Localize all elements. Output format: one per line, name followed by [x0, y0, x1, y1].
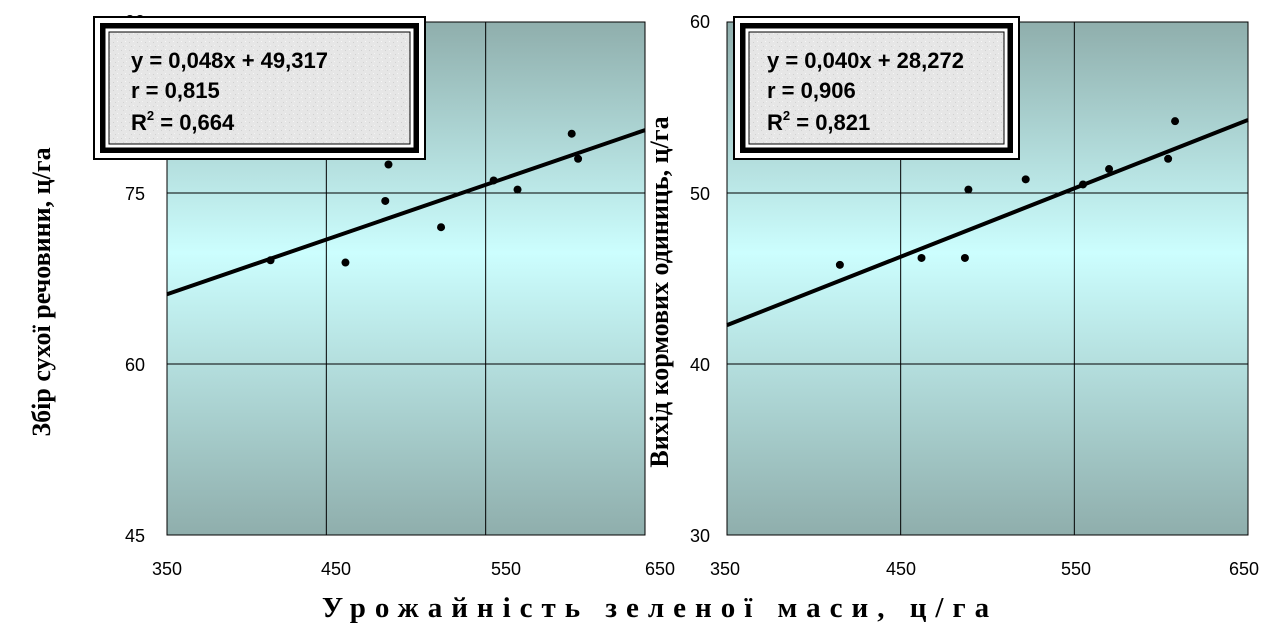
x-tick-1-550: 550	[491, 559, 521, 579]
equation-r2-2: R2 = 0,821	[767, 108, 870, 135]
y-tick-1-75: 75	[125, 184, 145, 204]
x-tick-2-550: 550	[1061, 559, 1091, 579]
x-tick-2-650: 650	[1229, 559, 1259, 579]
data-point	[381, 196, 390, 205]
data-point	[1079, 180, 1088, 189]
trendline-2	[726, 118, 1249, 328]
equation-r2-1: R2 = 0,664	[131, 108, 235, 135]
chart-dry-matter: 90 75 60 45 350 450 550 650 Збір сухої р…	[27, 12, 675, 579]
equation-line-2: y = 0,040x + 28,272	[767, 48, 964, 73]
data-point	[384, 160, 393, 169]
equation-box-1: y = 0,048x + 49,317 r = 0,815 R2 = 0,664	[93, 16, 426, 160]
data-point	[341, 258, 350, 267]
chart-feed-units: 60 50 40 30 350 450 550 650 Вихід кормов…	[645, 12, 1259, 579]
y-tick-2-40: 40	[690, 355, 710, 375]
y-tick-1-45: 45	[125, 526, 145, 546]
x-tick-1-350: 350	[152, 559, 182, 579]
trendline-1	[166, 128, 646, 297]
y-axis-label-2: Вихід кормових одиниць, ц/га	[645, 116, 674, 467]
y-tick-2-30: 30	[690, 526, 710, 546]
x-tick-1-450: 450	[321, 559, 351, 579]
points-2	[835, 117, 1180, 269]
data-point	[574, 154, 583, 163]
data-point	[960, 253, 969, 262]
data-point	[1021, 175, 1030, 184]
equation-line-1: y = 0,048x + 49,317	[131, 48, 328, 73]
x-axis-label: Урожайність зеленої маси, ц/га	[322, 592, 998, 624]
x-tick-2-450: 450	[886, 559, 916, 579]
data-point	[1171, 117, 1180, 126]
data-point	[437, 223, 446, 232]
x-tick-2-350: 350	[710, 559, 740, 579]
data-point	[835, 260, 844, 269]
x-tick-1-650: 650	[645, 559, 675, 579]
y-axis-label-1: Збір сухої речовини, ц/га	[27, 147, 56, 436]
equation-r-2: r = 0,906	[767, 78, 856, 103]
data-point	[266, 256, 275, 265]
points-1	[266, 129, 583, 267]
data-point	[513, 185, 522, 194]
y-tick-2-50: 50	[690, 184, 710, 204]
data-point	[1105, 165, 1114, 174]
data-point	[1164, 154, 1173, 163]
data-point	[964, 185, 973, 194]
equation-box-2: y = 0,040x + 28,272 r = 0,906 R2 = 0,821	[733, 16, 1020, 160]
y-tick-1-60: 60	[125, 355, 145, 375]
y-tick-2-60: 60	[690, 12, 710, 32]
data-point	[489, 176, 498, 185]
data-point	[567, 129, 576, 138]
data-point	[917, 253, 926, 262]
equation-r-1: r = 0,815	[131, 78, 220, 103]
